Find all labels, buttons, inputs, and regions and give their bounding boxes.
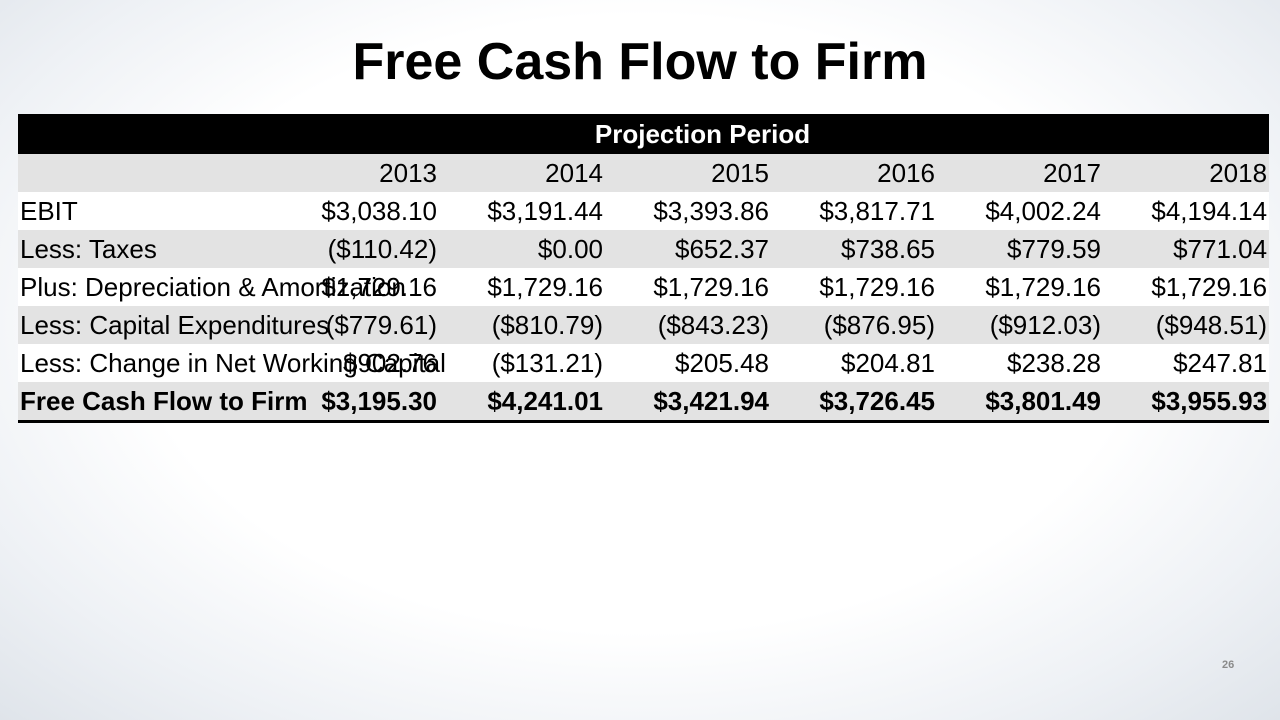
- table-cell: $238.28: [937, 344, 1103, 382]
- table-cell: ($810.79): [439, 306, 605, 344]
- page-number: 26: [1222, 659, 1235, 671]
- table-cell: $3,817.71: [771, 192, 937, 230]
- table-cell: $1,729.16: [605, 268, 771, 306]
- table-cell: $247.81: [1103, 344, 1270, 382]
- row-label: Less: Change in Net Working Capital: [18, 344, 446, 382]
- row-label: EBIT: [18, 192, 273, 230]
- fcff-table: Projection Period 2013 2014 2015 2016 20…: [18, 114, 1270, 423]
- table-cell: ($110.42): [273, 230, 439, 268]
- table-cell: $4,002.24: [937, 192, 1103, 230]
- table-cell: $738.65: [771, 230, 937, 268]
- table-cell: $3,421.94: [605, 382, 771, 423]
- table-cell: $1,729.16: [771, 268, 937, 306]
- table-cell: $4,241.01: [439, 382, 605, 423]
- table-cell: $0.00: [439, 230, 605, 268]
- table-row-taxes: Less: Taxes ($110.42) $0.00 $652.37 $738…: [18, 230, 1270, 268]
- table-cell: $1,729.16: [273, 268, 439, 306]
- table-cell: $3,726.45: [771, 382, 937, 423]
- table-cell: $652.37: [605, 230, 771, 268]
- table-row-ebit: EBIT $3,038.10 $3,191.44 $3,393.86 $3,81…: [18, 192, 1270, 230]
- row-label: Plus: Depreciation & Amortization: [18, 268, 406, 306]
- table-row-capex: Less: Capital Expenditures ($779.61) ($8…: [18, 306, 1270, 344]
- table-cell: $3,038.10: [273, 192, 439, 230]
- table-row-fcff-total: Free Cash Flow to Firm $3,195.30 $4,241.…: [18, 382, 1270, 423]
- table-banner-row: Projection Period: [18, 114, 1270, 154]
- table-cell: $3,195.30: [273, 382, 439, 423]
- table-cell: $902.76: [273, 344, 439, 382]
- table-row-depreciation: Plus: Depreciation & Amortization $1,729…: [18, 268, 1270, 306]
- year-header: 2017: [937, 154, 1103, 192]
- slide-title: Free Cash Flow to Firm: [352, 33, 928, 91]
- row-label: Less: Capital Expenditures: [18, 306, 329, 344]
- table-cell: ($912.03): [937, 306, 1103, 344]
- year-header: 2018: [1103, 154, 1270, 192]
- table-cell: ($131.21): [439, 344, 605, 382]
- table-cell: $771.04: [1103, 230, 1270, 268]
- table-cell: $3,801.49: [937, 382, 1103, 423]
- table-cell: $779.59: [937, 230, 1103, 268]
- table-row-nwc: Less: Change in Net Working Capital $902…: [18, 344, 1270, 382]
- year-header: 2014: [439, 154, 605, 192]
- year-header: 2013: [273, 154, 439, 192]
- table-cell: ($948.51): [1103, 306, 1270, 344]
- year-header-row: 2013 2014 2015 2016 2017 2018: [18, 154, 1270, 192]
- table-cell: $205.48: [605, 344, 771, 382]
- table-cell: $3,191.44: [439, 192, 605, 230]
- table-cell: $4,194.14: [1103, 192, 1270, 230]
- table-cell: ($876.95): [771, 306, 937, 344]
- table-cell: ($843.23): [605, 306, 771, 344]
- table-cell: $1,729.16: [937, 268, 1103, 306]
- projection-period-header: Projection Period: [18, 114, 1270, 154]
- table-cell: $204.81: [771, 344, 937, 382]
- year-header: 2016: [771, 154, 937, 192]
- year-header-label: [18, 154, 273, 192]
- row-label: Less: Taxes: [18, 230, 273, 268]
- table-cell: $3,955.93: [1103, 382, 1270, 423]
- table-cell: ($779.61): [273, 306, 439, 344]
- table-cell: $3,393.86: [605, 192, 771, 230]
- year-header: 2015: [605, 154, 771, 192]
- table-cell: $1,729.16: [439, 268, 605, 306]
- table-cell: $1,729.16: [1103, 268, 1270, 306]
- row-label: Free Cash Flow to Firm: [18, 382, 308, 423]
